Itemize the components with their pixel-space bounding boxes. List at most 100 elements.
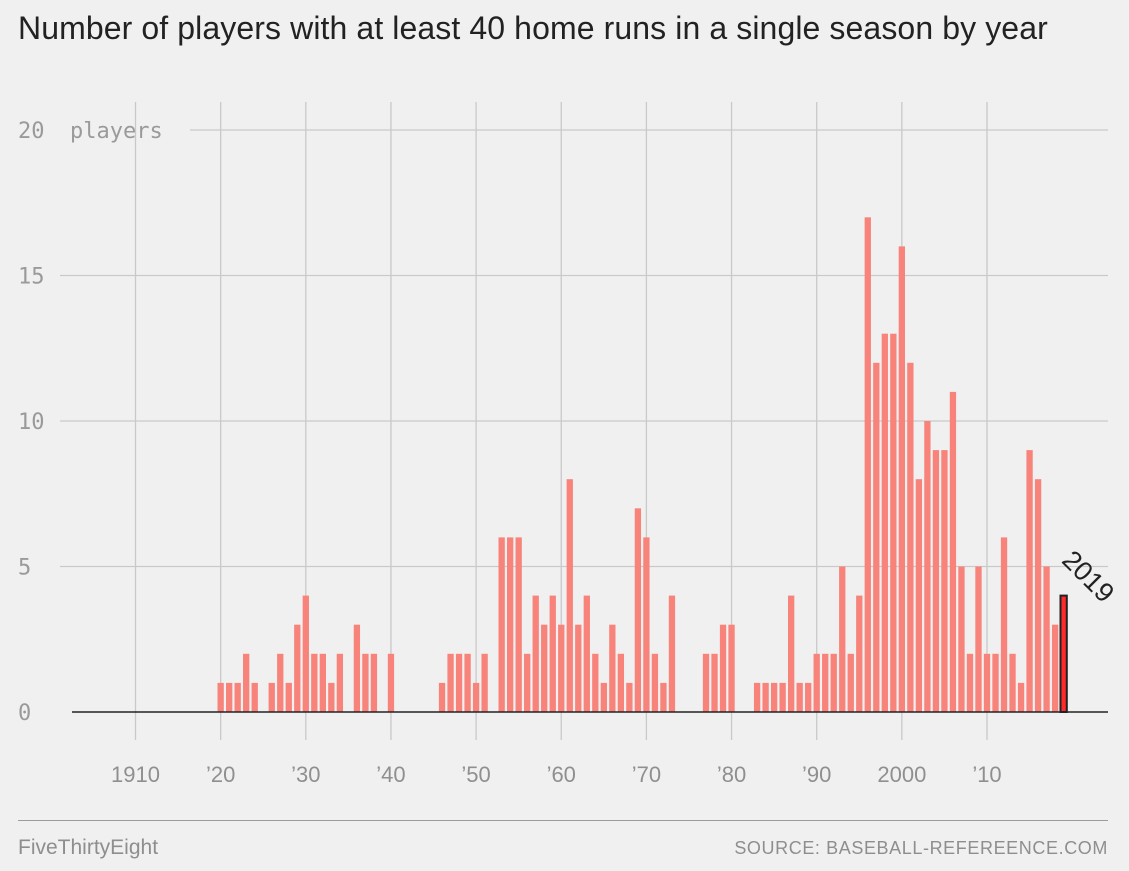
x-tick-label-1940: ’40: [376, 762, 405, 787]
x-tick-label-1980: ’80: [717, 762, 746, 787]
y-tick-label-15: 15: [18, 265, 45, 290]
bar-2001: [907, 362, 914, 712]
bar-2003: [924, 421, 931, 712]
bar-1977: [702, 653, 710, 712]
bar-1937: [362, 653, 369, 712]
y-tick-label-10: 10: [18, 410, 45, 435]
bar-1965: [600, 682, 607, 712]
bar-1921: [226, 682, 233, 712]
bar-2007: [958, 566, 965, 712]
bar-1967: [617, 653, 625, 712]
bar-1970: [643, 537, 650, 712]
bar-1983: [753, 682, 761, 712]
bar-2016: [1034, 479, 1042, 712]
chart-title: Number of players with at least 40 home …: [18, 10, 1048, 46]
bar-1978: [711, 653, 718, 712]
bar-1948: [455, 653, 463, 712]
bar-1927: [277, 653, 284, 712]
bar-1989: [805, 682, 812, 712]
bar-1988: [796, 682, 803, 712]
y-tick-label-20: 20: [18, 119, 45, 144]
bar-1958: [541, 624, 548, 712]
bar-1936: [353, 624, 361, 712]
bar-1933: [328, 682, 335, 712]
bar-1984: [762, 682, 769, 712]
bar-1994: [847, 653, 854, 712]
bar-1926: [268, 682, 275, 712]
x-tick-label-1930: ’30: [291, 762, 320, 787]
bar-1953: [498, 537, 505, 712]
bar-2018: [1051, 624, 1059, 712]
bars: [217, 217, 1068, 713]
bar-1940: [387, 653, 395, 712]
bar-1997: [873, 362, 880, 712]
bar-2014: [1017, 682, 1025, 712]
bar-1929: [294, 624, 301, 712]
bar-1930: [302, 595, 309, 712]
bar-chart: 0 5 10 15 20 players 1910 ’20 ’30 ’40 ’50 ’60 ’70 ’80…: [18, 102, 1120, 787]
bar-1987: [788, 595, 795, 712]
bar-2013: [1009, 653, 1016, 712]
y-tick-label-5: 5: [18, 556, 31, 581]
source-credit: SOURCE: BASEBALL-REFEREENCE.COM: [734, 838, 1108, 858]
bar-1956: [524, 653, 531, 712]
bar-1960: [558, 624, 565, 712]
bar-1957: [532, 595, 539, 712]
bar-2004: [932, 450, 940, 712]
bar-1995: [856, 595, 863, 712]
tick-labels: 0 5 10 15 20 players 1910 ’20 ’30 ’40 ’50 ’60 ’70 ’80…: [18, 119, 1002, 787]
bar-1961: [566, 479, 573, 712]
bar-2000: [898, 246, 905, 712]
bar-1972: [660, 682, 667, 712]
bar-1928: [285, 682, 292, 712]
bar-1990: [813, 653, 820, 712]
brand-name: FiveThirtyEight: [18, 836, 159, 859]
bar-2017: [1043, 566, 1050, 712]
bar-1993: [839, 566, 846, 712]
x-tick-label-1990: ’90: [802, 762, 831, 787]
bar-1923: [243, 653, 250, 712]
bar-1932: [319, 653, 326, 712]
x-tick-label-2010: ’10: [972, 762, 1001, 787]
bar-1992: [830, 653, 837, 712]
bar-1966: [609, 624, 616, 712]
bar-1969: [634, 508, 642, 712]
bar-2012: [1000, 537, 1008, 712]
bar-2019: [1059, 594, 1068, 713]
bar-1922: [234, 682, 241, 712]
y-unit-label: players: [70, 119, 163, 144]
bar-1962: [575, 624, 582, 712]
bar-1991: [822, 653, 829, 712]
x-tick-label-1970: ’70: [632, 762, 661, 787]
bar-1979: [719, 624, 727, 712]
bar-1951: [481, 653, 488, 712]
footer-divider: [18, 820, 1108, 821]
bar-1964: [592, 653, 599, 712]
x-tick-label-1950: ’50: [461, 762, 490, 787]
x-tick-label-1910: 1910: [111, 762, 160, 787]
bar-1938: [370, 653, 378, 712]
bar-2015: [1026, 450, 1033, 712]
bar-1931: [311, 653, 318, 712]
x-tick-label-1960: ’60: [547, 762, 576, 787]
x-tick-label-2000: 2000: [877, 762, 926, 787]
bar-1963: [583, 595, 590, 712]
bar-1949: [464, 653, 471, 712]
bar-1959: [549, 595, 556, 712]
bar-2002: [915, 479, 923, 712]
bar-2011: [992, 653, 999, 712]
bar-1946: [438, 682, 446, 712]
bar-1980: [728, 624, 735, 712]
bar-1973: [668, 595, 676, 712]
bar-1998: [881, 333, 888, 712]
bar-2005: [941, 450, 948, 712]
bar-1996: [864, 217, 871, 713]
bar-1971: [651, 653, 659, 712]
bar-1986: [779, 682, 786, 712]
bar-1950: [472, 682, 480, 712]
bar-2008: [966, 653, 974, 712]
bar-1924: [251, 682, 258, 712]
bar-2010: [983, 653, 991, 712]
bar-1920: [217, 682, 224, 712]
bar-1934: [336, 653, 344, 712]
